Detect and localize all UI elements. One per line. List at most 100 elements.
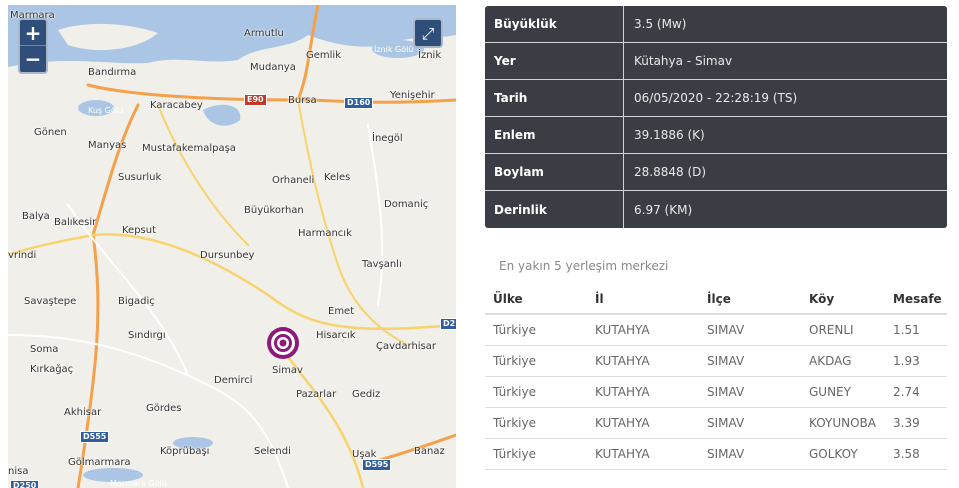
earthquake-info-table: Büyüklük 3.5 (Mw) Yer Kütahya - Simav Tarih 0… xyxy=(485,6,947,228)
table-cell: 3.58 xyxy=(885,438,947,470)
table-row: Türkiye KUTAHYA SIMAV AKDAG 1.93 xyxy=(485,345,947,377)
place-label: Çavdarhisar xyxy=(376,341,437,352)
expand-icon: ⤢ xyxy=(421,24,435,43)
place-label: Emet xyxy=(328,306,355,317)
place-label: Orhaneli xyxy=(272,175,315,186)
info-label: Enlem xyxy=(485,117,624,153)
table-cell: 1.93 xyxy=(885,345,947,377)
place-label: Kırkağaç xyxy=(30,364,74,375)
table-cell: 2.74 xyxy=(885,376,947,408)
table-row: Türkiye KUTAHYA SIMAV GOLKOY 3.58 xyxy=(485,438,947,470)
zoom-in-button[interactable]: + xyxy=(20,20,46,46)
place-label: Kuş Gölü xyxy=(88,106,124,115)
fullscreen-button[interactable]: ⤢ xyxy=(413,18,443,48)
place-label: Hisarcık xyxy=(316,330,356,341)
place-label: Kepsut xyxy=(122,225,157,236)
place-label: Soma xyxy=(30,344,59,355)
column-header: Mesafe xyxy=(885,284,947,315)
table-cell: KUTAHYA xyxy=(587,314,699,346)
place-label: Demirci xyxy=(214,375,253,386)
info-row: Tarih 06/05/2020 - 22:28:19 (TS) xyxy=(485,80,947,117)
place-label: Marmara Gölü xyxy=(110,479,167,488)
info-label: Büyüklük xyxy=(485,6,624,42)
table-cell: KUTAHYA xyxy=(587,438,699,470)
info-value: 39.1886 (K) xyxy=(634,128,705,142)
info-row: Derinlik 6.97 (KM) xyxy=(485,191,947,228)
place-label: Manyas xyxy=(88,140,127,151)
info-value: 06/05/2020 - 22:28:19 (TS) xyxy=(634,91,798,105)
place-label: Bigadiç xyxy=(118,296,155,307)
place-label: Karacabey xyxy=(150,100,203,111)
place-label: Balıkesir xyxy=(54,217,97,228)
place-label: nisa xyxy=(8,466,29,477)
place-label: İznik xyxy=(418,50,442,61)
road-badge: D160 xyxy=(344,97,374,109)
info-value: 3.5 (Mw) xyxy=(634,17,687,31)
table-row: Türkiye KUTAHYA SIMAV GUNEY 2.74 xyxy=(485,376,947,408)
table-cell: Türkiye xyxy=(485,376,587,408)
table-cell: AKDAG xyxy=(801,345,885,377)
table-row: Türkiye KUTAHYA SIMAV ORENLI 1.51 xyxy=(485,314,947,346)
place-label: Banaz xyxy=(414,446,445,457)
place-label: Domaniç xyxy=(384,199,429,210)
table-cell: SIMAV xyxy=(699,376,801,408)
table-cell: KUTAHYA xyxy=(587,345,699,377)
place-label: Gemlik xyxy=(306,50,341,61)
road-badge: D250 xyxy=(10,480,40,488)
table-cell: Türkiye xyxy=(485,345,587,377)
place-label: Simav xyxy=(272,365,303,376)
table-cell: ORENLI xyxy=(801,314,885,346)
place-label: Mudanya xyxy=(250,62,296,73)
table-cell: Türkiye xyxy=(485,407,587,439)
road-badge: D2 xyxy=(440,318,456,330)
table-cell: Türkiye xyxy=(485,438,587,470)
info-row: Büyüklük 3.5 (Mw) xyxy=(485,6,947,43)
table-cell: SIMAV xyxy=(699,314,801,346)
place-label: Mustafakemalpaşa xyxy=(142,143,236,154)
place-label: Akhisar xyxy=(64,407,102,418)
place-label: Selendi xyxy=(254,446,291,457)
table-cell: GOLKOY xyxy=(801,438,885,470)
table-cell: KOYUNOBA xyxy=(801,407,885,439)
place-label: Marmara xyxy=(10,10,55,21)
column-header: Köy xyxy=(801,284,885,315)
info-row: Boylam 28.8848 (D) xyxy=(485,154,947,191)
table-cell: SIMAV xyxy=(699,345,801,377)
place-label: Susurluk xyxy=(118,172,162,183)
info-value: 28.8848 (D) xyxy=(634,165,707,179)
place-label: İnegöl xyxy=(372,133,403,144)
info-row: Yer Kütahya - Simav xyxy=(485,43,947,80)
table-row: Türkiye KUTAHYA SIMAV KOYUNOBA 3.39 xyxy=(485,407,947,439)
info-row: Enlem 39.1886 (K) xyxy=(485,117,947,154)
column-header: İl xyxy=(587,284,699,315)
info-label: Derinlik xyxy=(485,191,624,228)
road-badge: D595 xyxy=(362,459,392,471)
place-label: İznik Gölü xyxy=(374,45,414,54)
column-header: İlçe xyxy=(699,284,801,315)
place-label: Gönen xyxy=(34,127,67,138)
table-cell: SIMAV xyxy=(699,407,801,439)
zoom-out-button[interactable]: − xyxy=(24,47,42,71)
epicenter-marker xyxy=(267,327,299,359)
zoom-control: + − xyxy=(18,18,48,74)
place-label: Köprübaşı xyxy=(160,446,210,457)
place-label: Tavşanlı xyxy=(362,259,402,270)
place-label: Yenişehir xyxy=(390,90,435,101)
table-cell: GUNEY xyxy=(801,376,885,408)
place-label: Keles xyxy=(324,172,351,183)
table-cell: Türkiye xyxy=(485,314,587,346)
place-label: Pazarlar xyxy=(296,389,337,400)
nearest-settlements-table: Ülke İl İlçe Köy Mesafe Türkiye KUTAHYA SIMAV O… xyxy=(485,284,947,470)
map-tiles xyxy=(8,5,456,488)
road-badge: E90 xyxy=(244,94,267,106)
table-cell: SIMAV xyxy=(699,438,801,470)
info-value: Kütahya - Simav xyxy=(634,54,733,68)
place-label: Bursa xyxy=(288,95,317,106)
info-label: Boylam xyxy=(485,154,624,190)
place-label: Savaştepe xyxy=(24,296,77,307)
place-label: vrindi xyxy=(8,250,37,261)
place-label: Gölmarmara xyxy=(68,457,131,468)
table-cell: 3.39 xyxy=(885,407,947,439)
info-label: Tarih xyxy=(485,80,624,116)
earthquake-map[interactable]: Marmara Armutlu Gemlik İznik Gölü İznik Bandı… xyxy=(8,5,456,488)
